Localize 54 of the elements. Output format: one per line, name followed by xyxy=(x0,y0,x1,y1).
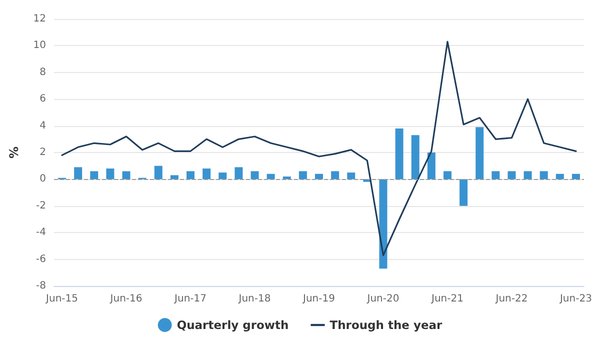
x-tick-label: Jun-18 xyxy=(238,294,271,304)
legend-label: Through the year xyxy=(330,318,442,332)
bar xyxy=(186,171,195,180)
y-tick-label: 2 xyxy=(40,147,46,158)
bar xyxy=(427,152,436,180)
y-tick-label: -4 xyxy=(36,227,46,238)
y-tick-label: -8 xyxy=(36,280,46,292)
y-axis-title: % xyxy=(7,146,21,159)
bar xyxy=(379,179,388,269)
x-tick-label: Jun-20 xyxy=(366,294,400,304)
bar xyxy=(234,167,243,180)
bar xyxy=(395,128,404,180)
y-tick-label: -6 xyxy=(36,254,46,265)
x-tick-label: Jun-16 xyxy=(109,294,142,304)
bar xyxy=(476,127,484,180)
bar xyxy=(524,171,532,180)
y-tick-label: 8 xyxy=(40,66,46,78)
bar xyxy=(298,171,307,180)
bar xyxy=(315,174,323,180)
bar xyxy=(266,174,275,180)
bar xyxy=(106,168,114,180)
bar xyxy=(492,171,500,180)
bar xyxy=(556,174,564,180)
bar xyxy=(282,176,291,180)
x-tick-label: Jun-21 xyxy=(430,294,464,304)
bar xyxy=(331,171,340,180)
y-tick-label: 4 xyxy=(40,120,46,132)
bar xyxy=(540,171,548,180)
y-tick-label: 6 xyxy=(40,94,46,105)
bar xyxy=(411,135,420,180)
bar xyxy=(460,179,468,206)
bar xyxy=(202,168,211,180)
bar xyxy=(122,171,130,180)
bar xyxy=(170,175,178,180)
bar xyxy=(90,171,98,180)
y-tick-label: 0 xyxy=(40,174,46,185)
bar xyxy=(347,172,356,180)
x-tick-label: Jun-19 xyxy=(302,294,335,304)
legend-label: Quarterly growth xyxy=(176,318,289,332)
y-tick-label: 10 xyxy=(33,40,46,52)
bar xyxy=(154,166,162,180)
line-series xyxy=(61,40,577,256)
x-tick-label: Jun-23 xyxy=(558,294,592,304)
y-tick-label: 12 xyxy=(33,14,46,24)
bar xyxy=(218,172,227,180)
bar xyxy=(250,171,259,180)
bar xyxy=(572,174,580,180)
bar xyxy=(508,171,516,180)
bar xyxy=(443,171,452,180)
bar xyxy=(74,167,82,180)
x-tick-label: Jun-15 xyxy=(45,294,78,304)
x-tick-label: Jun-17 xyxy=(174,294,206,304)
y-tick-label: -2 xyxy=(36,200,46,212)
x-tick-label: Jun-22 xyxy=(494,294,528,304)
